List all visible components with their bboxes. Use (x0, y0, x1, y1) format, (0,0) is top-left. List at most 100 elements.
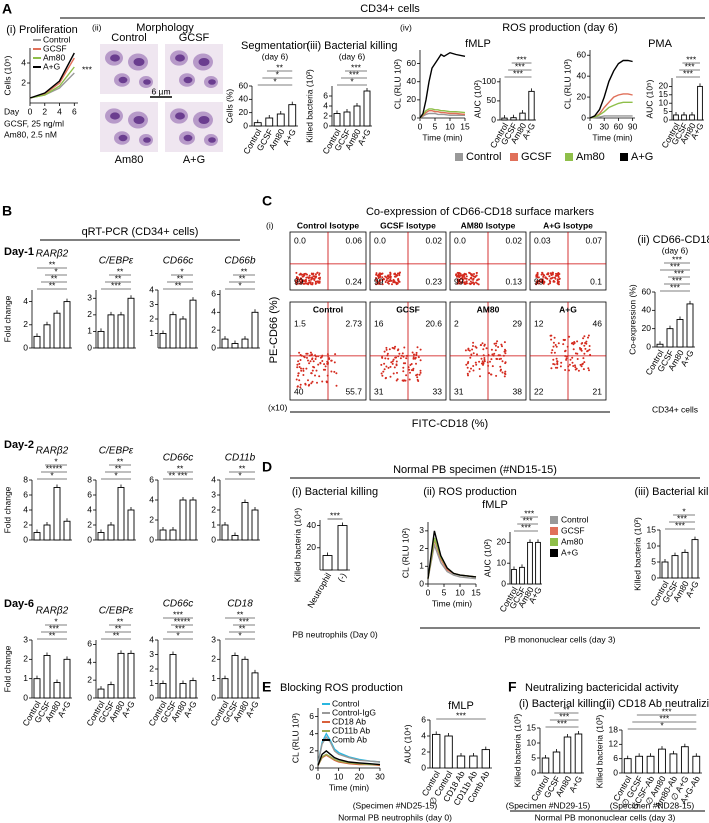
legend-label: Control-IgG (332, 707, 376, 717)
bar (179, 499, 187, 541)
event-dot (387, 282, 390, 285)
y-tick-label: 40 (642, 305, 652, 315)
legend-label: GCSF (521, 151, 552, 163)
event-dot (335, 384, 338, 387)
event-dot (501, 360, 504, 363)
event-dot (408, 368, 411, 371)
event-dot (475, 281, 477, 284)
quadrant-value: 99 (454, 276, 464, 286)
event-dot (503, 372, 506, 375)
event-dot (572, 343, 575, 346)
bar (697, 85, 703, 121)
y-tick-label: 0 (491, 114, 496, 124)
event-dot (583, 352, 586, 355)
chart-title: PMA (648, 38, 673, 50)
quadrant-value: 55.7 (345, 386, 362, 396)
y-tick-label: 0 (149, 534, 154, 544)
bar (353, 105, 361, 127)
plot-title: GCSF (396, 304, 420, 314)
y-tick-label: 3 (211, 634, 216, 644)
note: GCSF, 25 ng/ml (4, 118, 64, 128)
event-dot (494, 349, 497, 352)
event-dot (564, 369, 567, 371)
event-dot (537, 280, 540, 283)
event-dot (419, 371, 422, 374)
event-dot (396, 371, 398, 374)
significance-mark: *** (49, 623, 60, 633)
event-dot (311, 369, 314, 372)
event-dot (499, 369, 502, 372)
bar (251, 509, 259, 541)
event-dot (417, 380, 420, 382)
event-dot (416, 376, 419, 379)
y-tick-label: 2 (149, 514, 154, 524)
event-dot (472, 278, 474, 281)
event-dot (485, 347, 488, 350)
chart-subtitle: (day 6) (662, 245, 689, 255)
nucleus (183, 76, 193, 84)
event-dot (541, 272, 544, 275)
event-dot (473, 273, 475, 275)
nucleus (198, 116, 210, 124)
event-dot (580, 365, 583, 368)
event-dot (457, 274, 460, 277)
y-tick-label: 18 (609, 724, 619, 734)
row-label: Day-1 (4, 246, 34, 258)
event-dot (389, 365, 392, 368)
event-dot (553, 351, 556, 354)
event-dot (403, 379, 406, 382)
y-tick-label: 3 (419, 525, 424, 535)
event-dot (465, 280, 468, 283)
event-dot (496, 340, 499, 343)
event-dot (402, 366, 405, 369)
event-dot (501, 371, 504, 374)
event-dot (563, 339, 566, 342)
y-tick-label: 4 (149, 494, 154, 504)
event-dot (576, 358, 579, 360)
event-dot (296, 363, 299, 366)
event-dot (542, 275, 545, 278)
chart-title: C/EBPε (99, 256, 134, 267)
event-dot (464, 349, 467, 352)
panel-label: D (262, 459, 272, 475)
event-dot (317, 355, 320, 358)
event-dot (419, 369, 422, 372)
chart-subtitle: (day 6) (262, 51, 289, 61)
significance-mark: *** (351, 62, 362, 72)
series-line (427, 530, 477, 579)
x-tick-label: 10 (445, 121, 455, 131)
quadrant-value: 2 (454, 318, 459, 328)
bar (691, 539, 699, 579)
event-dot (478, 360, 481, 363)
event-dot (390, 361, 393, 364)
event-dot (582, 357, 585, 360)
event-dot (468, 370, 471, 373)
event-dot (328, 357, 331, 360)
chart-title: CD11b (225, 453, 256, 464)
legend-label: A+G (561, 547, 578, 557)
event-dot (536, 273, 539, 276)
event-dot (473, 282, 476, 285)
y-tick-label: 6 (323, 90, 328, 100)
panel-label: A (2, 1, 12, 17)
event-dot (552, 345, 555, 348)
legend-label: Control (466, 151, 501, 163)
y-tick-label: 4 (87, 657, 92, 667)
significance-mark: ** (115, 273, 122, 283)
footer: Normal PB mononuclear cells (day 3) (535, 812, 676, 822)
event-dot (503, 375, 506, 378)
bar (43, 524, 51, 541)
event-dot (395, 281, 398, 284)
event-dot (396, 349, 399, 352)
panel-title: (ii) ROS production (423, 486, 517, 498)
event-dot (556, 274, 559, 277)
y-tick-label: 0 (211, 534, 216, 544)
significance-mark: ** (177, 463, 184, 473)
event-dot (465, 363, 468, 366)
event-dot (316, 381, 318, 384)
event-dot (317, 363, 320, 366)
event-dot (469, 272, 472, 275)
event-dot (550, 277, 553, 280)
y-tick-label: 3 (23, 634, 28, 644)
